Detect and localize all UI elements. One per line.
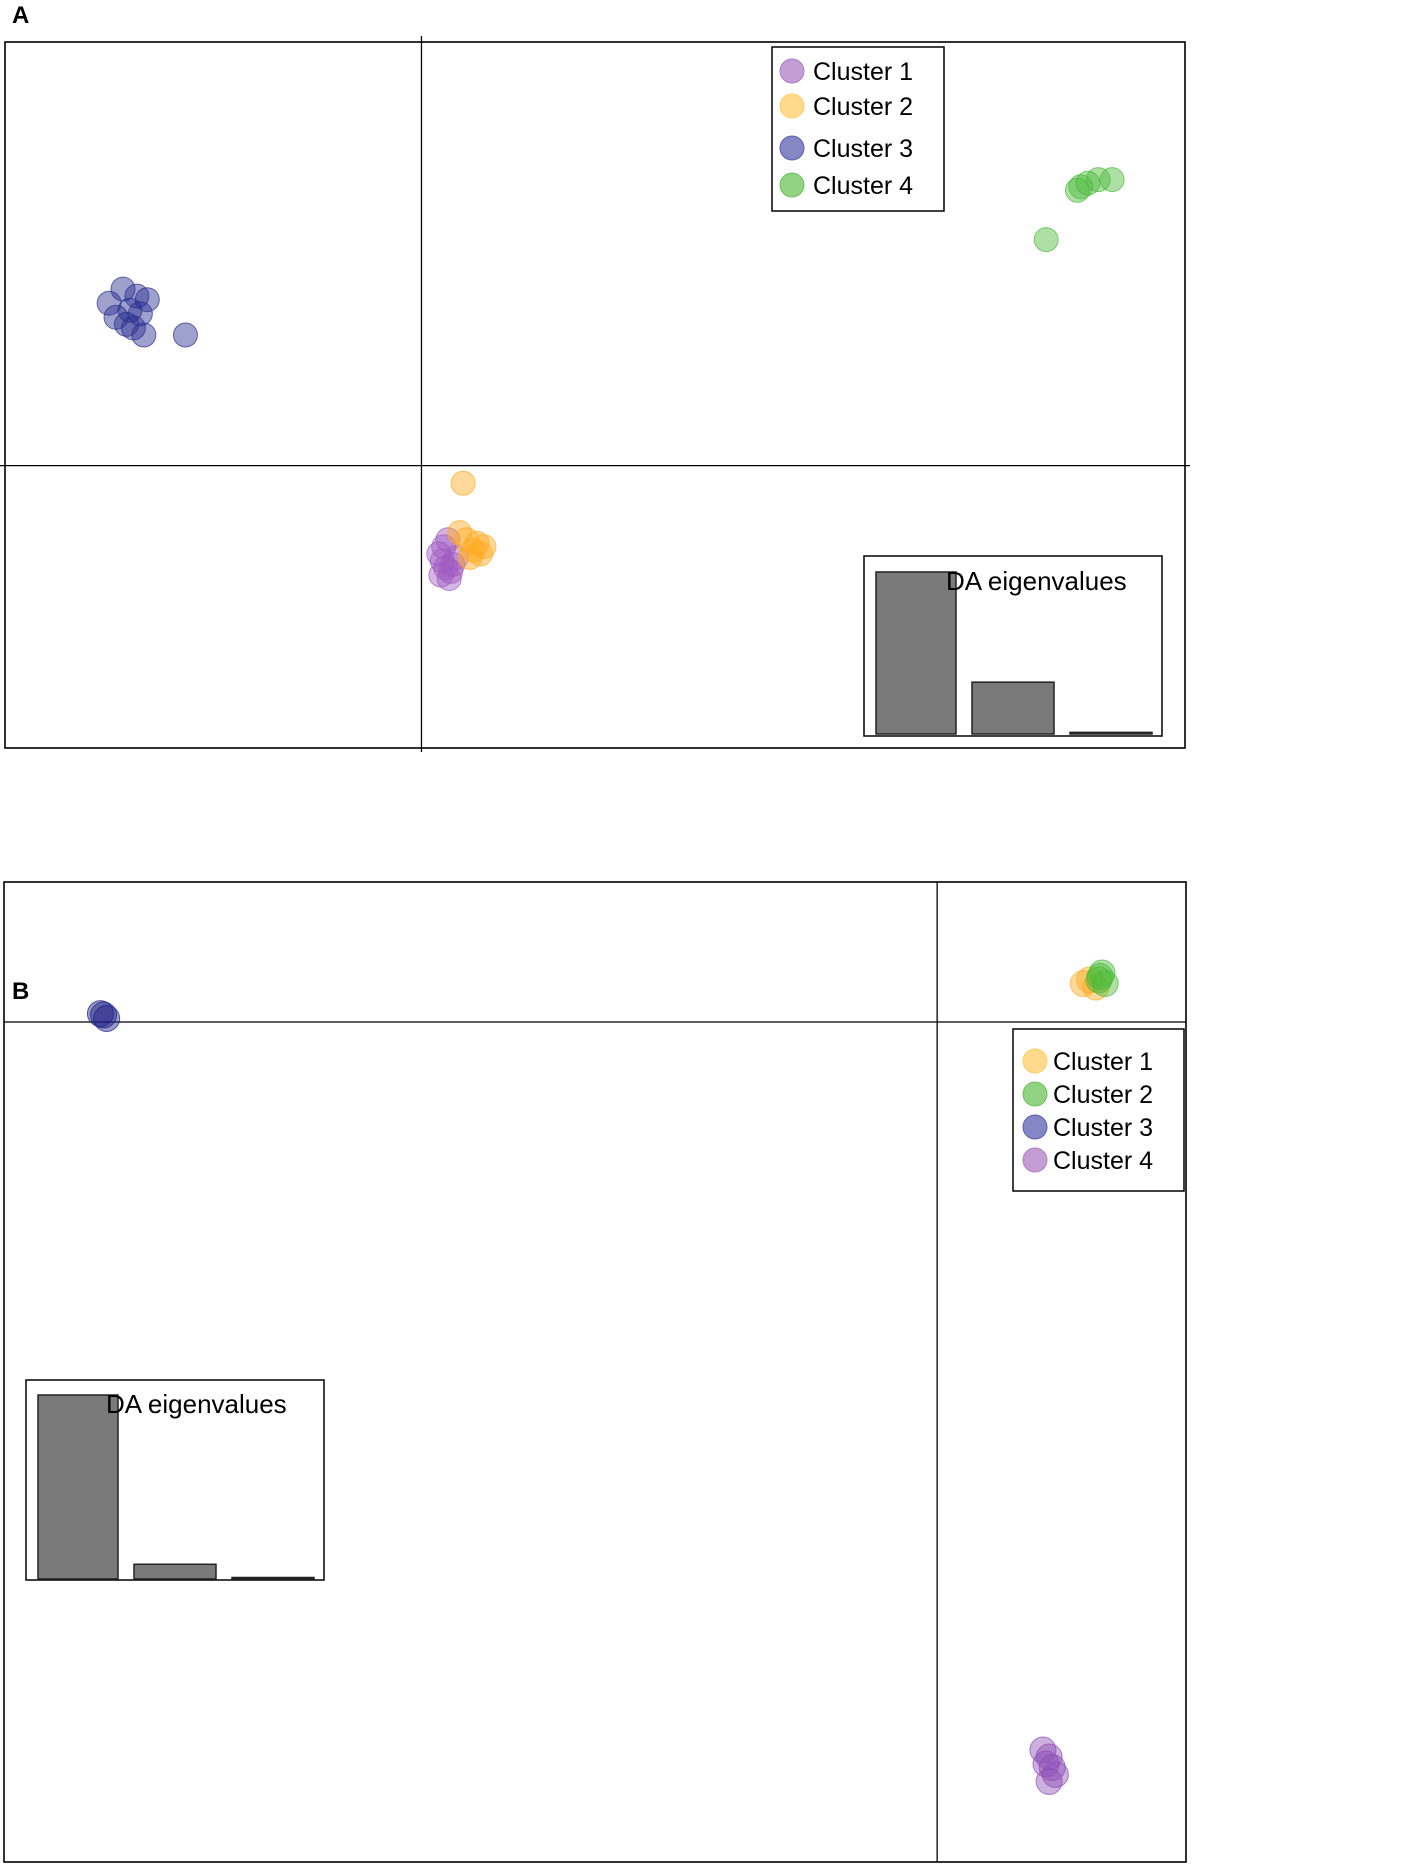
scatter-point [1075, 170, 1101, 196]
scatter-point [1035, 1743, 1063, 1771]
scatter-point [1085, 167, 1111, 193]
eigenvalue-bar [875, 571, 957, 735]
eigenvalue-bar [1069, 731, 1153, 735]
legend-marker [1022, 1147, 1048, 1173]
panel-b: Cluster 1 Cluster 2 Cluster 3 Cluster 4 DA e… [3, 881, 1187, 1863]
legend-label: Cluster 1 [813, 58, 913, 86]
scatter-point [1033, 227, 1059, 253]
legend-marker [1022, 1114, 1048, 1140]
scatter-point [471, 534, 497, 560]
panel-a: Cluster 1 Cluster 2 Cluster 3 Cluster 4 DA e… [0, 36, 1190, 752]
scatter-point [450, 470, 476, 496]
scatter-point [464, 530, 490, 556]
eigenvalue-bar [37, 1394, 119, 1580]
eigenvalues-inset: DA eigenvalues [863, 555, 1163, 737]
legend-label: Cluster 4 [1053, 1147, 1153, 1175]
scatter-point [467, 541, 493, 567]
legend-label: Cluster 3 [813, 135, 913, 163]
scatter-point [1068, 174, 1094, 200]
scatter-point [127, 301, 153, 327]
legend-marker [779, 58, 805, 84]
legend-marker [1022, 1081, 1048, 1107]
scatter-point [134, 287, 160, 313]
eigenvalue-bar [231, 1576, 315, 1580]
series-cluster-2 [447, 470, 497, 570]
legend: Cluster 1 Cluster 2 Cluster 3 Cluster 4 [1012, 1028, 1185, 1192]
series-cluster-4 [1029, 1736, 1069, 1795]
scatter-point [86, 1000, 114, 1028]
scatter-point [172, 322, 198, 348]
legend-label: Cluster 3 [1053, 1114, 1153, 1142]
scatter-point [90, 1001, 118, 1029]
legend-marker [779, 172, 805, 198]
legend-marker [779, 135, 805, 161]
legend: Cluster 1 Cluster 2 Cluster 3 Cluster 4 [771, 46, 945, 212]
scatter-point [438, 559, 464, 584]
legend-marker [779, 93, 805, 119]
panel-b-label: B [12, 978, 30, 1005]
series-cluster-4 [1033, 167, 1125, 253]
scatter-point [131, 322, 157, 348]
panel-a-label: A [12, 2, 30, 29]
series-cluster-3 [86, 1000, 121, 1032]
eigenvalue-bar [971, 681, 1055, 735]
plot-frame [4, 41, 1186, 749]
series-cluster-3 [96, 276, 198, 348]
legend-marker [1022, 1048, 1048, 1074]
scatter-point [433, 555, 459, 581]
scatter-point [110, 276, 136, 302]
scatter-point [1091, 970, 1119, 997]
eigenvalue-bar [133, 1563, 217, 1580]
eigenvalues-inset: DA eigenvalues [25, 1379, 325, 1581]
legend-label: Cluster 4 [813, 172, 913, 200]
scatter-point [1099, 167, 1125, 193]
legend-label: Cluster 2 [1053, 1081, 1153, 1109]
scatter-point [1086, 963, 1114, 990]
scatter-point [1032, 1750, 1060, 1778]
eigenvalues-title: DA eigenvalues [106, 1389, 287, 1419]
plot-frame [3, 881, 1187, 1863]
series-cluster-2 [1085, 959, 1119, 997]
scatter-point [1064, 177, 1090, 203]
scatter-point [120, 315, 146, 341]
legend-label: Cluster 2 [813, 93, 913, 121]
legend-label: Cluster 1 [1053, 1048, 1153, 1076]
scatter-point [1041, 1761, 1069, 1788]
scatter-point [431, 534, 457, 560]
scatter-point [96, 290, 122, 316]
eigenvalues-title: DA eigenvalues [946, 566, 1127, 596]
series-cluster-1 [426, 527, 469, 592]
scatter-point [454, 527, 480, 553]
